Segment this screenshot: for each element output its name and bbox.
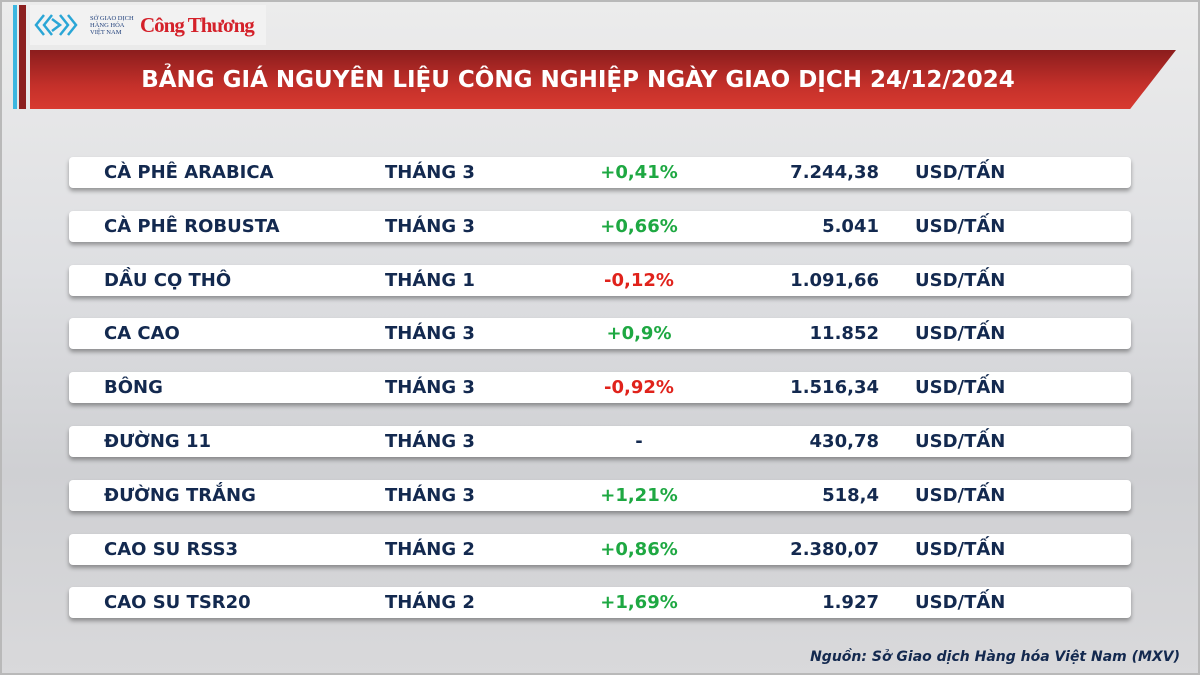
change-percent: +0,9% (606, 323, 672, 345)
change-percent: +0,66% (600, 215, 678, 237)
mxv-logo-icon (34, 14, 78, 36)
table-row: CAO SU RSS3 THÁNG 2 +0,86% 2.380,07 USD/TẤN (69, 533, 1131, 565)
change-percent: -0,12% (604, 269, 674, 291)
source-note: Nguồn: Sở Giao dịch Hàng hóa Việt Nam (M… (810, 649, 1180, 665)
unit: USD/TẤN (915, 162, 1006, 183)
contract-month: THÁNG 1 (385, 269, 475, 291)
page-title: BẢNG GIÁ NGUYÊN LIỆU CÔNG NGHIỆP NGÀY GI… (141, 66, 1015, 93)
price: 1.516,34 (790, 377, 879, 399)
table-row: DẦU CỌ THÔ THÁNG 1 -0,12% 1.091,66 USD/TẤN (69, 264, 1131, 296)
contract-month: THÁNG 3 (385, 431, 475, 452)
mxv-logo-text: SỞ GIAO DỊCH HÀNG HÓA VIỆT NAM (90, 14, 134, 36)
table-row: ĐƯỜNG TRẮNG THÁNG 3 +1,21% 518,4 USD/TẤN (69, 479, 1131, 511)
change-percent: +0,86% (600, 538, 678, 560)
unit: USD/TẤN (915, 377, 1006, 399)
contract-month: THÁNG 3 (385, 323, 475, 345)
commodity-name: BÔNG (104, 377, 163, 399)
contract-month: THÁNG 2 (385, 592, 475, 614)
contract-month: THÁNG 3 (385, 377, 475, 399)
commodity-name: CA CAO (104, 323, 180, 345)
unit: USD/TẤN (915, 431, 1006, 452)
commodity-name: CAO SU RSS3 (104, 538, 239, 560)
accent-bar-red (19, 5, 26, 109)
price: 2.380,07 (790, 538, 879, 560)
contract-month: THÁNG 2 (385, 538, 475, 560)
change-percent: +1,69% (600, 592, 678, 614)
contract-month: THÁNG 3 (385, 162, 475, 183)
unit: USD/TẤN (915, 538, 1006, 560)
cong-thuong-logo: Công Thương (140, 12, 255, 37)
change-percent: - (635, 431, 643, 452)
contract-month: THÁNG 3 (385, 215, 475, 237)
table-row: ĐƯỜNG 11 THÁNG 3 - 430,78 USD/TẤN (69, 426, 1131, 457)
price: 11.852 (809, 323, 879, 345)
commodity-name: DẦU CỌ THÔ (104, 269, 232, 291)
unit: USD/TẤN (915, 215, 1006, 237)
price: 1.091,66 (790, 269, 879, 291)
price: 1.927 (822, 592, 879, 614)
table-row: CÀ PHÊ ARABICA THÁNG 3 +0,41% 7.244,38 USD/T… (69, 157, 1131, 188)
change-percent: -0,92% (604, 377, 674, 399)
commodity-name: ĐƯỜNG TRẮNG (104, 484, 256, 506)
commodity-name: ĐƯỜNG 11 (104, 431, 211, 452)
price: 7.244,38 (790, 162, 879, 183)
table-row: CA CAO THÁNG 3 +0,9% 11.852 USD/TẤN (69, 318, 1131, 350)
unit: USD/TẤN (915, 592, 1006, 614)
price: 518,4 (822, 484, 879, 506)
commodity-name: CAO SU TSR20 (104, 592, 251, 614)
change-percent: +0,41% (600, 162, 678, 183)
commodity-name: CÀ PHÊ ARABICA (104, 162, 274, 183)
contract-month: THÁNG 3 (385, 484, 475, 506)
unit: USD/TẤN (915, 323, 1006, 345)
title-banner: BẢNG GIÁ NGUYÊN LIỆU CÔNG NGHIỆP NGÀY GI… (30, 50, 1176, 109)
accent-bar-blue (13, 5, 17, 109)
table-row: BÔNG THÁNG 3 -0,92% 1.516,34 USD/TẤN (69, 372, 1131, 404)
price: 5.041 (822, 215, 879, 237)
unit: USD/TẤN (915, 269, 1006, 291)
table-row: CAO SU TSR20 THÁNG 2 +1,69% 1.927 USD/TẤN (69, 587, 1131, 619)
commodity-name: CÀ PHÊ ROBUSTA (104, 215, 280, 237)
price: 430,78 (809, 431, 879, 452)
logo-area: SỞ GIAO DỊCH HÀNG HÓA VIỆT NAM Công Thươ… (30, 5, 266, 45)
change-percent: +1,21% (600, 484, 678, 506)
unit: USD/TẤN (915, 484, 1006, 506)
table-row: CÀ PHÊ ROBUSTA THÁNG 3 +0,66% 5.041 USD/TẤN (69, 210, 1131, 242)
